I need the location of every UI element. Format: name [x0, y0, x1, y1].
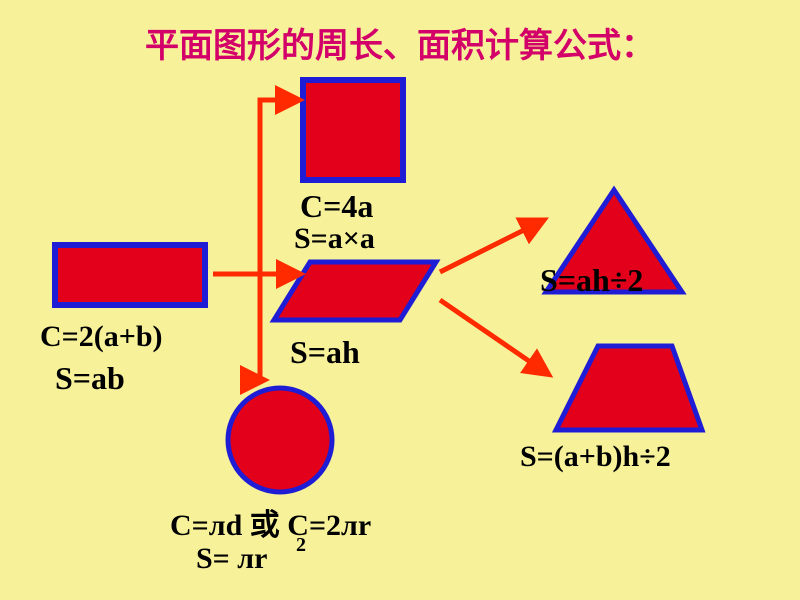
circle-shape [228, 388, 332, 492]
rectangle-shape [55, 245, 205, 305]
formula-circ_S_sup: 2 [296, 534, 306, 557]
formula-rect_S: S=ab [55, 360, 125, 397]
arrow-3 [440, 222, 540, 272]
shape-layer [0, 0, 800, 600]
trapezoid-shape [556, 346, 702, 430]
formula-para_S: S=ah [290, 334, 360, 371]
arrow-layer [0, 0, 800, 600]
formula-trap_S: S=(a+b)h÷2 [520, 440, 671, 474]
page-title: 平面图形的周长、面积计算公式： [0, 18, 800, 67]
formula-tri_S: S=ah÷2 [540, 262, 643, 299]
formula-rect_C: C=2(a+b) [40, 320, 163, 354]
arrow-4 [440, 300, 545, 372]
formula-square_S: S=a×a [294, 222, 375, 256]
formula-circ_S_pre: S= лr [196, 542, 267, 576]
arrow-1 [260, 100, 295, 274]
square-shape [303, 80, 403, 180]
formula-square_C: C=4a [300, 188, 373, 225]
formula-circ_C: C=лd 或 C=2лr [170, 500, 371, 544]
parallelogram-shape [274, 262, 436, 320]
